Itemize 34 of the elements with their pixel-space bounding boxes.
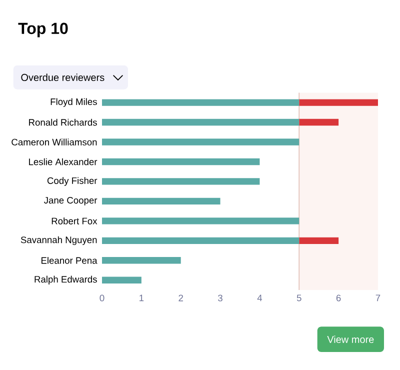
bar (299, 118, 339, 126)
y-tick-label: Floyd Miles (50, 98, 97, 107)
y-tick-label: Cody Fisher (47, 177, 98, 186)
bar (102, 99, 300, 106)
bar (102, 237, 300, 244)
text: Overdue reviewers (21, 74, 104, 82)
x-tick-label: 6 (336, 294, 341, 302)
y-tick-label: Leslie Alexander (29, 158, 98, 166)
bar (299, 237, 339, 244)
text: View more (327, 336, 374, 343)
x-tick-label: 5 (296, 294, 302, 302)
bar (102, 178, 260, 185)
x-tick-label: 0 (100, 294, 104, 302)
chart-title: Top 10 (18, 22, 68, 38)
bar (102, 138, 300, 146)
y-tick-label: Eleanor Pena (42, 256, 98, 264)
y-tick-label: Ralph Edwards (34, 276, 97, 284)
x-tick-label: 7 (376, 294, 380, 302)
y-tick-label: Savannah Nguyen (20, 236, 97, 246)
bar (102, 257, 181, 264)
x-tick-label: 2 (178, 294, 183, 302)
bar (102, 158, 260, 166)
x-tick-label: 1 (140, 294, 144, 302)
bar (102, 276, 142, 284)
bar (102, 198, 220, 205)
x-tick-label: 4 (257, 294, 262, 302)
bar (299, 99, 378, 106)
y-tick-label: Cameron Williamson (12, 138, 97, 146)
bar (102, 218, 300, 224)
bar (102, 118, 300, 126)
x-tick-label: 3 (218, 294, 222, 302)
y-tick-label: Ronald Richards (29, 118, 97, 126)
y-tick-label: Robert Fox (52, 218, 98, 224)
y-tick-label: Jane Cooper (44, 196, 98, 206)
